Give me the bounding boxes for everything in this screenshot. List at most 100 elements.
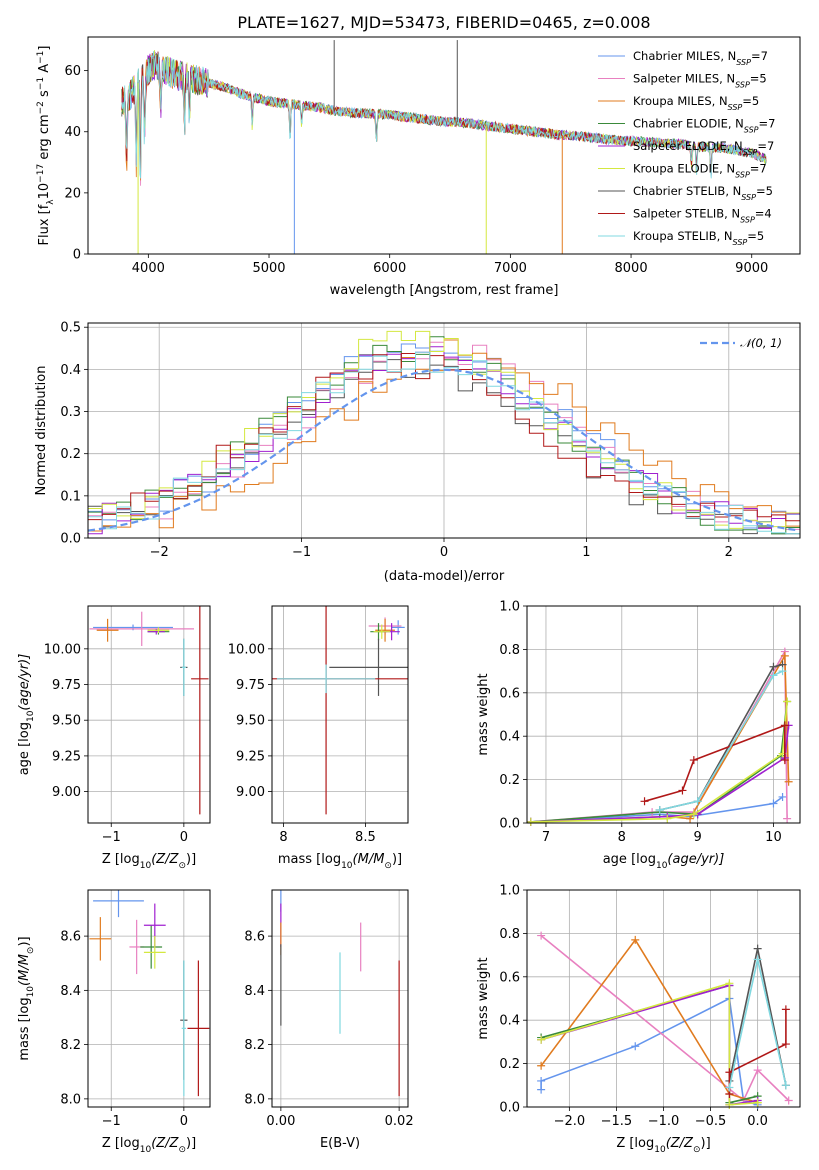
x-tick-label: 0.00: [266, 1114, 295, 1129]
panel-weight-vs-age: 7 8 9 10 0.0 0.2 0.4 0.6 0.8 1.0 age [log10(age/yr…: [476, 600, 801, 871]
y-tick-label: 8.0: [244, 1092, 265, 1107]
legend-entry: Salpeter MILES, NSSP=5: [633, 72, 767, 90]
axes-frame: [87, 889, 211, 1108]
weight-series-8: [644, 724, 786, 803]
spectrum-series-1: [121, 52, 767, 174]
weight-marker: [753, 944, 762, 953]
figure-title: PLATE=1627, MJD=53473, FIBERID=0465, z=0…: [237, 13, 650, 32]
y-tick-label: 0.4: [60, 363, 81, 378]
y-tick-label: 0.8: [499, 927, 520, 942]
weight-marker: [693, 797, 702, 806]
y-axis-label: mass weight: [476, 673, 491, 755]
weight-marker: [537, 1076, 546, 1085]
weight-marker: [526, 817, 535, 826]
axes-frame: [87, 322, 801, 539]
y-tick-label: 9.50: [236, 714, 265, 729]
y-tick-label: 8.0: [60, 1092, 81, 1107]
legend-entry: Kroupa STELIB, NSSP=5: [633, 229, 764, 247]
weight-marker: [725, 1083, 734, 1092]
weight-marker: [778, 667, 787, 676]
weight-marker: [753, 955, 762, 964]
x-axis-label: (data-model)/error: [384, 569, 505, 584]
x-axis-label: Z [log10(Z/Z⊙)]: [102, 1136, 196, 1155]
y-tick-label: 0.0: [499, 817, 520, 832]
x-tick-label: 0: [180, 1114, 188, 1129]
y-axis-label: Flux [fλ10−17 erg cm−2 s−1 A−1]: [36, 46, 56, 246]
legend-entry: Chabrier ELODIE, NSSP=7: [633, 117, 775, 135]
y-axis-label: Normed distribution: [34, 366, 49, 496]
weight-marker: [769, 662, 778, 671]
y-tick-label: 0.6: [499, 970, 520, 985]
y-tick-label: 0.2: [499, 773, 520, 788]
y-tick-label: 10.00: [228, 642, 265, 657]
weight-marker: [769, 799, 778, 808]
y-tick-label: 9.00: [52, 785, 81, 800]
x-tick-label: −1: [292, 545, 311, 560]
panel-weight-vs-Z: −2.0 −1.5 −1.0 −0.5 0.0 0.0 0.2 0.4 0.6 0.8 1.0 Z […: [476, 884, 801, 1155]
y-tick-label: 9.75: [52, 678, 81, 693]
x-tick-label: 4000: [132, 261, 165, 276]
axes-frame: [526, 605, 801, 824]
y-tick-label: 8.6: [60, 930, 81, 945]
x-tick-label: 6000: [373, 261, 406, 276]
y-tick-label: 0.6: [499, 686, 520, 701]
y-tick-label: 8.6: [244, 930, 265, 945]
legend-entry: Kroupa MILES, NSSP=5: [633, 94, 759, 112]
legend-entry: 𝒩(0, 1): [740, 336, 782, 350]
y-tick-label: 1.0: [499, 600, 520, 615]
weight-marker: [783, 697, 792, 706]
x-tick-label: 9: [693, 830, 701, 845]
weight-series-3: [540, 938, 758, 1104]
x-tick-label: 8.5: [355, 830, 376, 845]
weight-marker: [781, 1040, 790, 1049]
x-tick-label: −1.5: [601, 1114, 633, 1129]
x-tick-label: 9000: [735, 261, 768, 276]
weight-marker: [689, 810, 698, 819]
x-axis-label: mass [log10(M/M⊙)]: [278, 852, 402, 871]
legend-entry: Chabrier MILES, NSSP=7: [633, 49, 768, 67]
weight-marker: [753, 1098, 762, 1107]
gaussian-curve: [88, 368, 798, 532]
weight-series-6: [540, 982, 758, 1106]
panel-residuals: −2 −1 0 1 2 0.0 0.1 0.2 0.3 0.4 0.5 𝒩(0, 1) (data-mo…: [34, 321, 801, 584]
x-tick-label: 0: [440, 545, 448, 560]
y-tick-label: 60: [64, 64, 81, 79]
x-tick-label: 7000: [494, 261, 527, 276]
x-tick-label: 8000: [615, 261, 648, 276]
y-tick-label: 9.75: [236, 678, 265, 693]
x-axis-label: Z [log10(Z/Z⊙)]: [616, 1136, 710, 1155]
x-tick-label: −0.5: [695, 1114, 727, 1129]
y-tick-label: 9.25: [52, 749, 81, 764]
panels: 4000 5000 6000 7000 8000 90000204060wavelengt…: [17, 36, 801, 1155]
y-axis-label: mass weight: [476, 957, 491, 1039]
y-tick-label: 8.2: [244, 1038, 265, 1053]
axes-frame: [87, 605, 211, 824]
axes-frame: [271, 889, 409, 1108]
y-tick-label: 0.1: [60, 489, 81, 504]
panel-age-vs-Z: −1 0 9.00 9.25 9.50 9.75 10.00 Z [log10(Z/Z⊙)] a…: [17, 605, 211, 871]
weight-marker: [686, 814, 695, 823]
histogram-series-6: [88, 330, 800, 529]
y-tick-label: 0.4: [499, 730, 520, 745]
x-tick-label: 2: [725, 545, 733, 560]
weight-series-2: [530, 648, 788, 823]
x-tick-label: −1: [102, 830, 121, 845]
legend-entry: Salpeter STELIB, NSSP=4: [633, 207, 772, 225]
histogram-series-8: [88, 353, 800, 522]
x-tick-label: 8: [279, 830, 287, 845]
weight-marker: [678, 786, 687, 795]
weight-marker: [537, 1085, 546, 1094]
weight-marker: [781, 1005, 790, 1014]
weight-marker: [783, 814, 792, 823]
x-tick-label: 10: [765, 830, 782, 845]
x-axis-label: Z [log10(Z/Z⊙)]: [102, 852, 196, 871]
weight-marker: [663, 814, 672, 823]
y-tick-label: 9.25: [236, 749, 265, 764]
x-tick-label: 1: [582, 545, 590, 560]
weight-marker: [780, 721, 789, 730]
axes-frame: [271, 605, 409, 824]
x-tick-label: 7: [542, 830, 550, 845]
y-tick-label: 0.3: [60, 405, 81, 420]
y-tick-label: 0.4: [499, 1014, 520, 1029]
